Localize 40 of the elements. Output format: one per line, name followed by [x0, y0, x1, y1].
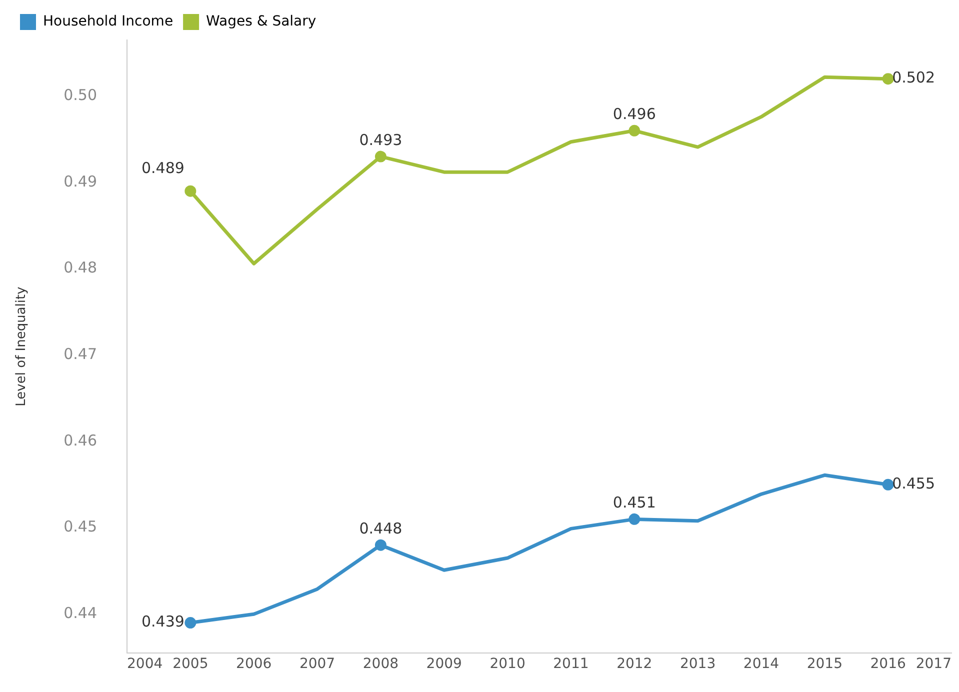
point: [184, 185, 196, 197]
point: [374, 539, 386, 551]
x-tick-label: 2013: [680, 656, 716, 672]
data-label: 0.496: [612, 105, 656, 124]
y-tick-label: 0.44: [64, 604, 97, 622]
y-tick-label: 0.46: [64, 431, 97, 450]
x-tick-label: 2010: [490, 656, 526, 672]
data-label: 0.502: [892, 68, 936, 87]
x-tick-label: 2017: [916, 656, 952, 672]
data-label: 0.493: [359, 130, 402, 149]
point: [882, 478, 894, 490]
x-tick-label: 2007: [299, 656, 336, 672]
data-label: 0.439: [141, 612, 184, 631]
x-tick-label: 2012: [616, 656, 652, 672]
x-tick-label: 2006: [236, 656, 272, 672]
point: [882, 73, 894, 85]
y-tick-label: 0.50: [64, 86, 97, 104]
legend-label: Household Income: [43, 14, 174, 30]
y-axis-title: Level of Inequality: [14, 286, 30, 406]
x-tick-label: 2011: [553, 656, 589, 672]
point: [628, 513, 640, 525]
data-label: 0.451: [612, 494, 656, 512]
point: [184, 617, 196, 629]
x-tick-label: 2004: [127, 656, 163, 672]
data-label: 0.448: [359, 519, 402, 538]
x-tick-label: 2015: [806, 656, 842, 672]
x-tick-label: 2005: [172, 656, 208, 672]
legend-label: Wages & Salary: [206, 14, 316, 30]
x-tick-label: 2014: [743, 656, 780, 672]
x-tick-label: 2009: [426, 656, 462, 672]
data-label: 0.455: [892, 474, 936, 493]
point: [628, 124, 640, 136]
y-tick-label: 0.45: [64, 518, 97, 536]
x-tick-label: 2016: [870, 656, 906, 672]
x-tick-label: 2008: [362, 656, 399, 672]
y-tick-label: 0.47: [64, 345, 97, 364]
y-tick-label: 0.48: [64, 258, 97, 277]
point: [374, 150, 386, 162]
data-label: 0.489: [141, 158, 184, 177]
y-tick-label: 0.49: [64, 172, 97, 190]
